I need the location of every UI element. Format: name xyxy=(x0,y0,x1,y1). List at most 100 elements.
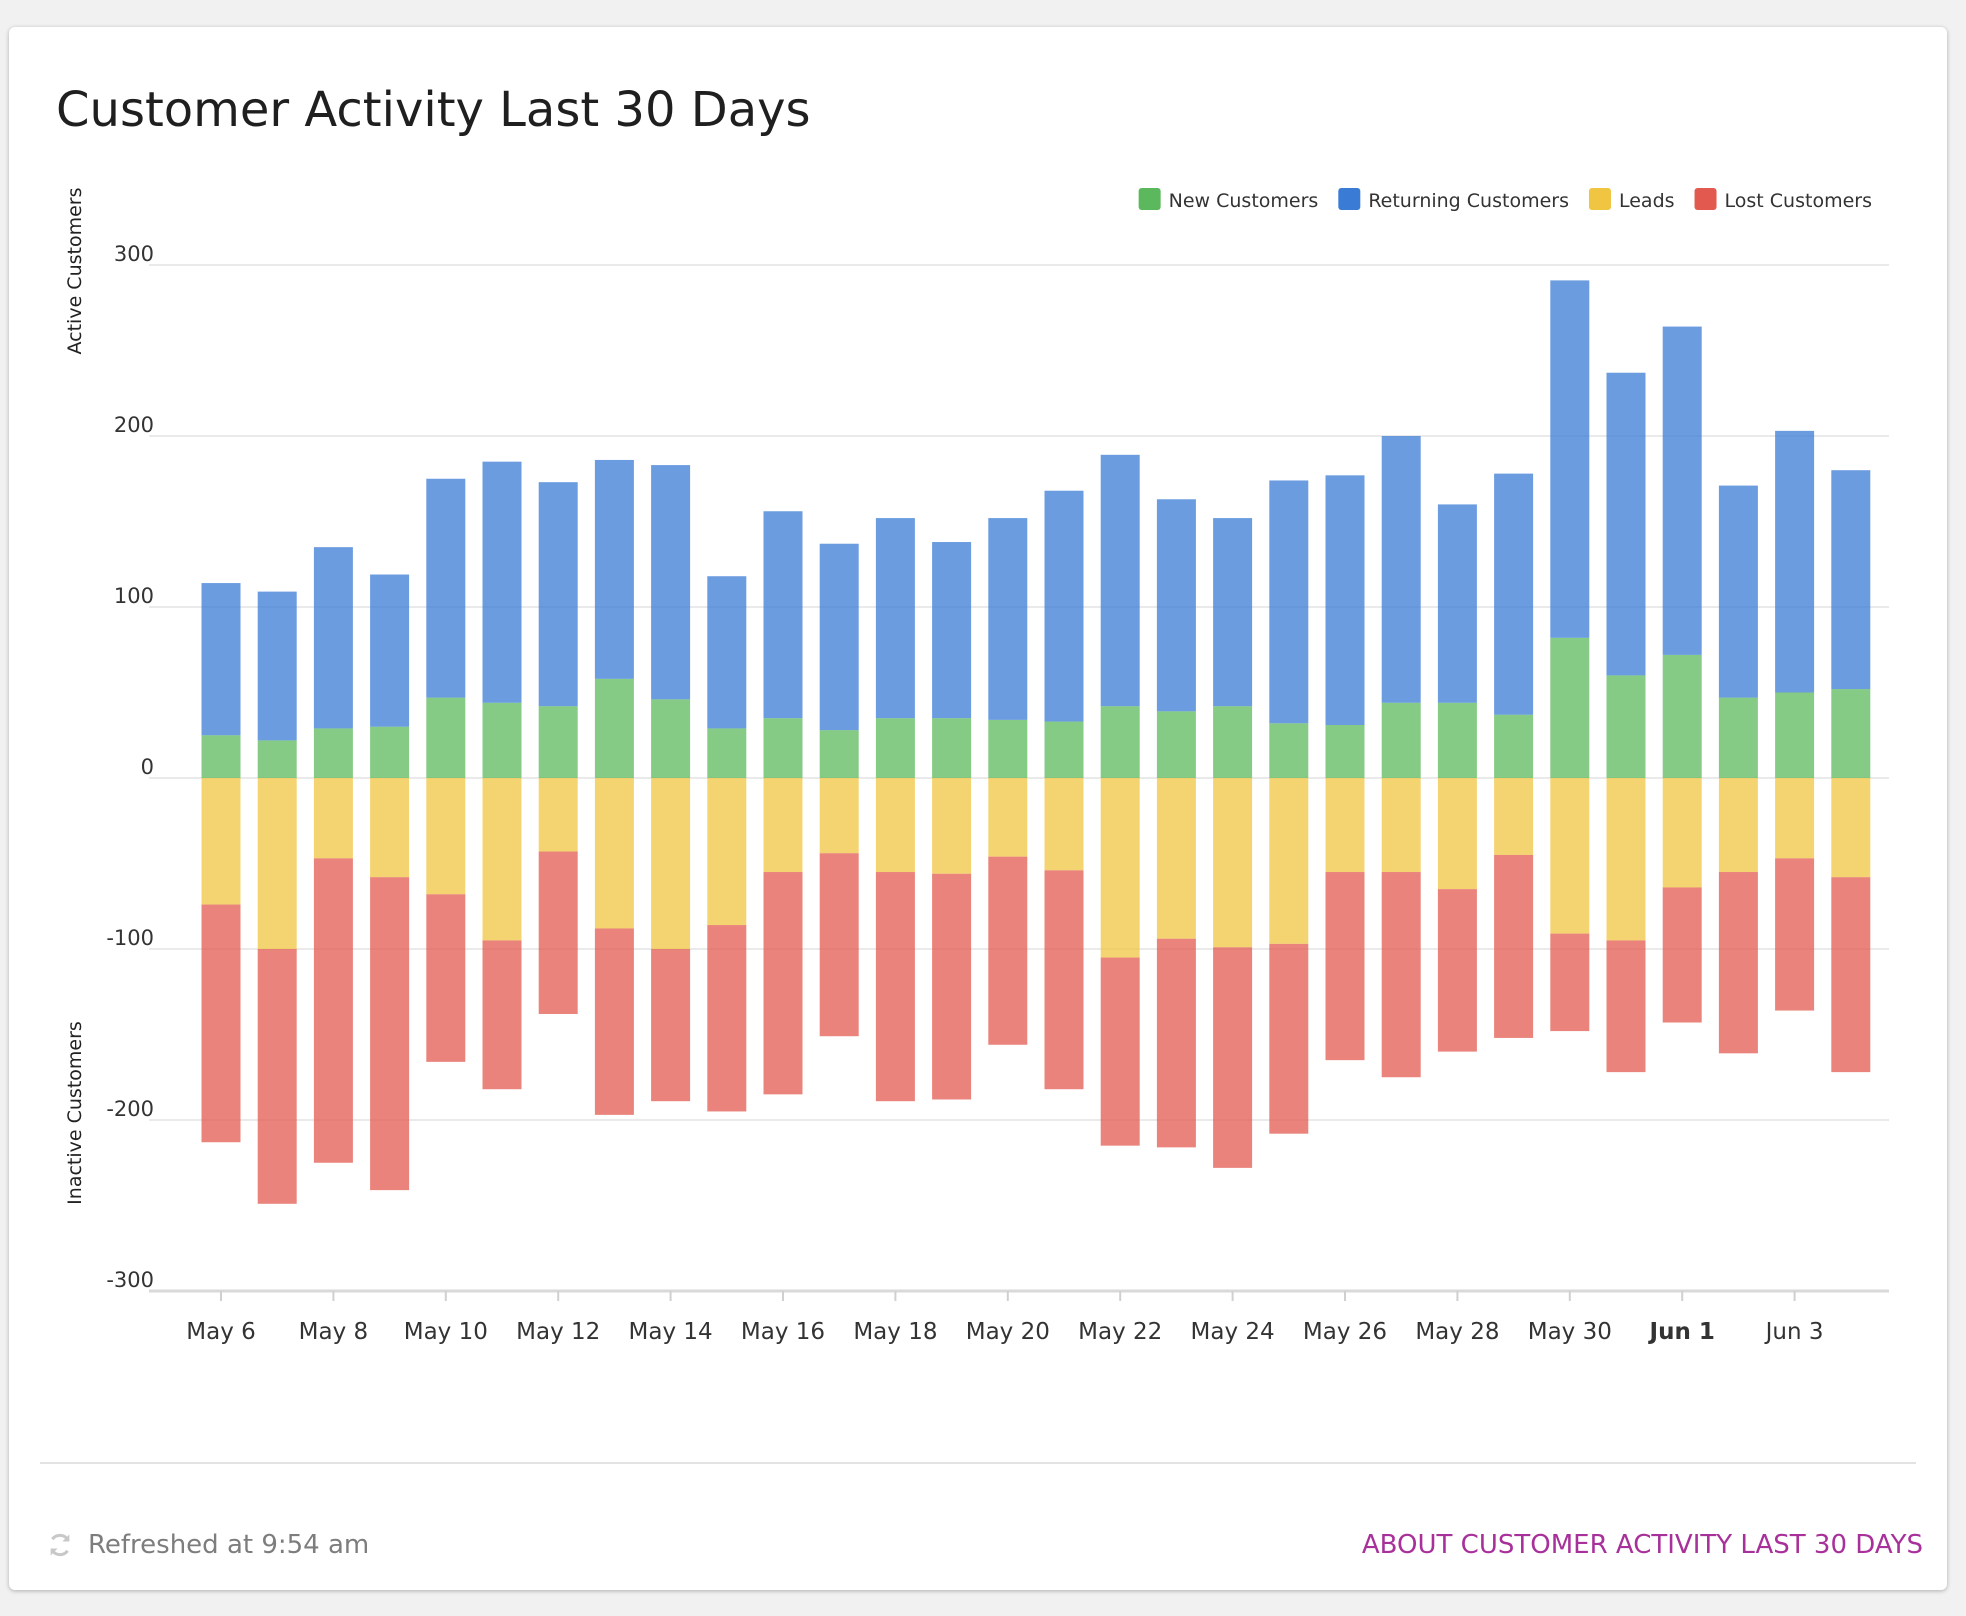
bar-segment-leads[interactable] xyxy=(1831,778,1871,878)
bar-segment-lost[interactable] xyxy=(819,853,859,1037)
bar-segment-returning[interactable] xyxy=(257,591,297,741)
bar-segment-lost[interactable] xyxy=(1550,933,1590,1032)
bar-segment-returning[interactable] xyxy=(313,547,353,729)
bar-segment-returning[interactable] xyxy=(201,583,241,736)
bar-segment-returning[interactable] xyxy=(875,518,915,719)
about-link[interactable]: ABOUT CUSTOMER ACTIVITY LAST 30 DAYS xyxy=(1361,1530,1923,1560)
bar-segment-lost[interactable] xyxy=(1044,870,1084,1090)
bar-segment-returning[interactable] xyxy=(1775,430,1815,693)
bar-segment-new[interactable] xyxy=(819,730,859,778)
bar-segment-new[interactable] xyxy=(1606,675,1646,778)
bar-segment-new[interactable] xyxy=(763,718,803,778)
bar-segment-leads[interactable] xyxy=(594,778,634,929)
bar-segment-new[interactable] xyxy=(1044,721,1084,778)
bar-segment-leads[interactable] xyxy=(763,778,803,873)
bar-segment-leads[interactable] xyxy=(426,778,466,895)
bar-segment-lost[interactable] xyxy=(201,904,241,1143)
bar-segment-lost[interactable] xyxy=(1831,877,1871,1073)
bar-segment-returning[interactable] xyxy=(1662,326,1702,655)
bar-segment-returning[interactable] xyxy=(1213,518,1253,707)
bar-segment-lost[interactable] xyxy=(1381,872,1421,1078)
bar-segment-new[interactable] xyxy=(1494,714,1534,778)
bar-segment-returning[interactable] xyxy=(932,542,972,719)
bar-segment-returning[interactable] xyxy=(1494,473,1534,715)
bar-segment-lost[interactable] xyxy=(707,925,747,1112)
bar-segment-leads[interactable] xyxy=(1156,778,1196,939)
bar-segment-lost[interactable] xyxy=(763,872,803,1095)
bar-segment-returning[interactable] xyxy=(1381,436,1421,703)
bar-segment-new[interactable] xyxy=(1213,706,1253,778)
refresh-icon[interactable] xyxy=(46,1531,74,1559)
bar-segment-new[interactable] xyxy=(313,728,353,778)
bar-segment-returning[interactable] xyxy=(1156,499,1196,712)
bar-segment-lost[interactable] xyxy=(1775,858,1815,1011)
bar-segment-leads[interactable] xyxy=(538,778,578,852)
bar-segment-lost[interactable] xyxy=(1662,887,1702,1023)
bar-segment-leads[interactable] xyxy=(482,778,522,941)
bar-segment-lost[interactable] xyxy=(1100,957,1140,1146)
bar-segment-returning[interactable] xyxy=(988,518,1028,720)
bar-segment-lost[interactable] xyxy=(257,949,297,1204)
bar-segment-returning[interactable] xyxy=(1437,504,1477,703)
bar-segment-lost[interactable] xyxy=(426,894,466,1062)
bar-segment-new[interactable] xyxy=(1100,706,1140,778)
bar-segment-new[interactable] xyxy=(1325,724,1365,778)
bar-segment-returning[interactable] xyxy=(370,574,410,727)
bar-segment-returning[interactable] xyxy=(426,478,466,698)
bar-segment-lost[interactable] xyxy=(988,856,1028,1045)
bar-segment-new[interactable] xyxy=(1775,692,1815,779)
bar-segment-new[interactable] xyxy=(875,718,915,778)
bar-segment-leads[interactable] xyxy=(1044,778,1084,871)
legend-item-lost[interactable]: Lost Customers xyxy=(1694,188,1872,212)
bar-segment-new[interactable] xyxy=(1662,654,1702,778)
bar-segment-lost[interactable] xyxy=(313,858,353,1163)
bar-segment-new[interactable] xyxy=(988,719,1028,778)
bar-segment-lost[interactable] xyxy=(875,872,915,1102)
bar-segment-leads[interactable] xyxy=(1494,778,1534,855)
chart-legend[interactable]: New Customers Returning Customers Leads Los… xyxy=(1138,188,1872,212)
bar-segment-returning[interactable] xyxy=(819,543,859,731)
bar-segment-lost[interactable] xyxy=(932,873,972,1100)
bar-segment-leads[interactable] xyxy=(651,778,691,949)
bar-segment-leads[interactable] xyxy=(313,778,353,859)
bar-segment-returning[interactable] xyxy=(707,576,747,729)
legend-item-leads[interactable]: Leads xyxy=(1588,188,1675,212)
bar-segment-returning[interactable] xyxy=(1044,490,1084,722)
bar-segment-leads[interactable] xyxy=(1437,778,1477,890)
bar-segment-new[interactable] xyxy=(932,718,972,778)
bar-segment-lost[interactable] xyxy=(1494,854,1534,1038)
bar-segment-leads[interactable] xyxy=(201,778,241,905)
bar-segment-new[interactable] xyxy=(651,699,691,778)
bar-segment-lost[interactable] xyxy=(482,940,522,1090)
bar-segment-leads[interactable] xyxy=(988,778,1028,857)
bar-segment-lost[interactable] xyxy=(1718,872,1758,1054)
bar-segment-leads[interactable] xyxy=(1213,778,1253,948)
bar-segment-lost[interactable] xyxy=(1325,872,1365,1061)
bar-segment-leads[interactable] xyxy=(1381,778,1421,873)
bar-segment-new[interactable] xyxy=(1269,723,1309,778)
bar-segment-lost[interactable] xyxy=(1437,889,1477,1052)
bar-segment-leads[interactable] xyxy=(1325,778,1365,873)
bar-segment-leads[interactable] xyxy=(370,778,410,878)
bar-segment-lost[interactable] xyxy=(651,949,691,1102)
bar-segment-leads[interactable] xyxy=(257,778,297,949)
bar-segment-new[interactable] xyxy=(370,726,410,778)
bar-segment-leads[interactable] xyxy=(1775,778,1815,859)
bar-segment-new[interactable] xyxy=(1156,711,1196,778)
legend-item-returning[interactable]: Returning Customers xyxy=(1338,188,1569,212)
bar-segment-leads[interactable] xyxy=(707,778,747,926)
bar-segment-lost[interactable] xyxy=(1269,943,1309,1134)
bar-segment-new[interactable] xyxy=(594,678,634,778)
bar-segment-leads[interactable] xyxy=(1100,778,1140,958)
bar-segment-new[interactable] xyxy=(538,706,578,778)
bar-segment-returning[interactable] xyxy=(482,461,522,703)
bar-segment-returning[interactable] xyxy=(763,511,803,719)
bar-segment-new[interactable] xyxy=(1381,702,1421,778)
bar-segment-returning[interactable] xyxy=(1269,480,1309,724)
bar-segment-leads[interactable] xyxy=(875,778,915,873)
bar-segment-new[interactable] xyxy=(426,697,466,778)
bar-segment-new[interactable] xyxy=(1550,637,1590,778)
bar-segment-lost[interactable] xyxy=(1156,938,1196,1148)
legend-item-new[interactable]: New Customers xyxy=(1138,188,1319,212)
bar-segment-returning[interactable] xyxy=(594,459,634,679)
